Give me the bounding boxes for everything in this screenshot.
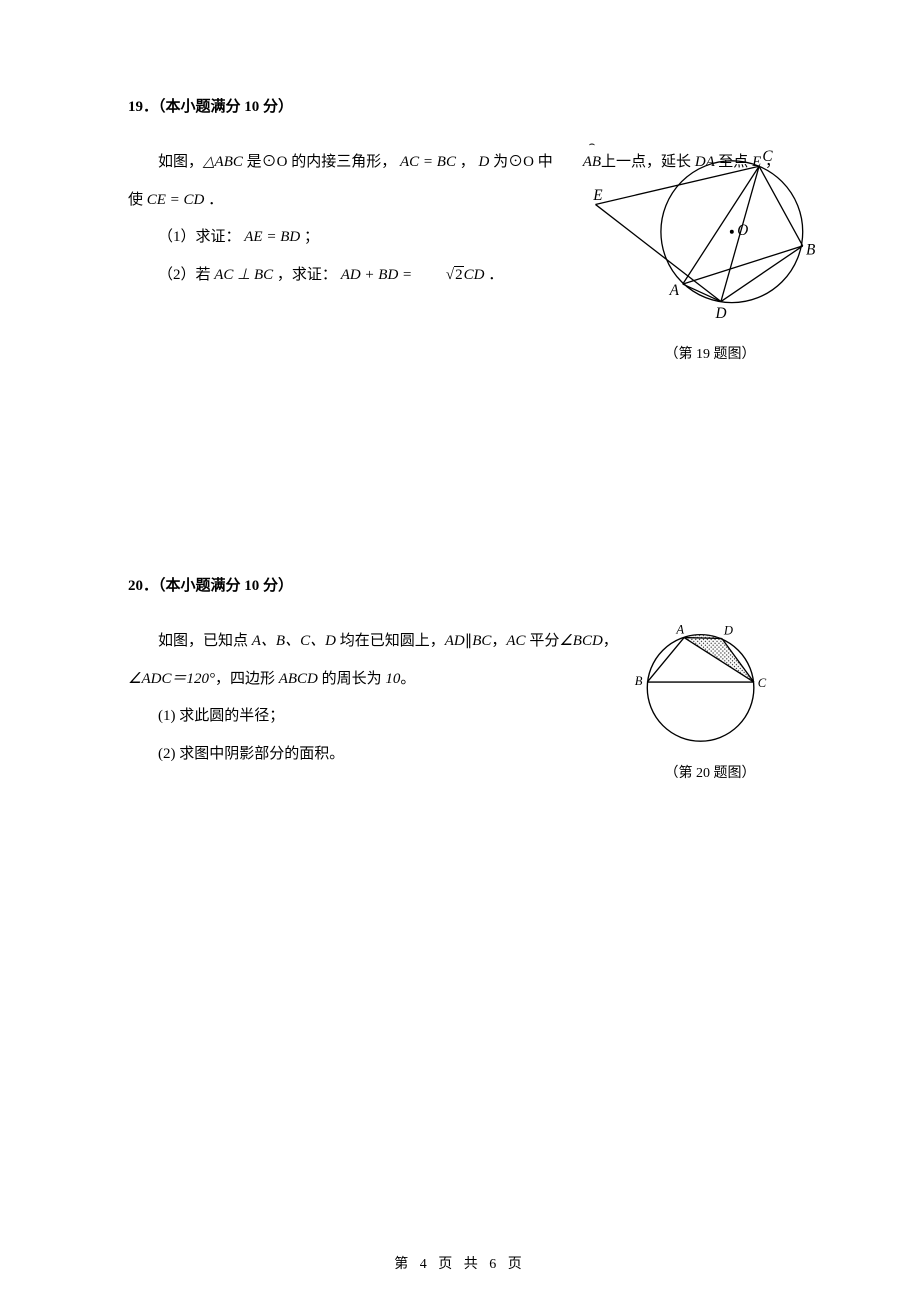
q19-eq-lhs: AD + BD = bbox=[337, 267, 416, 283]
q19-l1-m3: ， bbox=[460, 154, 475, 170]
q19-l1-pre: 如图， bbox=[158, 154, 203, 170]
q19-eq-rhs: CD bbox=[464, 267, 489, 283]
q20-l1-m1: 均在已知圆上， bbox=[336, 633, 445, 649]
svg-text:E: E bbox=[592, 187, 603, 204]
q19-s1-post: ； bbox=[304, 229, 319, 245]
q20-l1-m4: ， bbox=[603, 633, 618, 649]
svg-text:B: B bbox=[806, 242, 815, 259]
q19-l2-pre: 使 bbox=[128, 192, 143, 208]
q19-sqrt: 2 bbox=[416, 257, 464, 295]
q19-l1-m2: 的内接三角形， bbox=[288, 154, 397, 170]
q19-eq-acbc2: AC ⊥ BC bbox=[211, 267, 277, 283]
problem-19-header: 19．（本小题满分 10 分） bbox=[128, 95, 805, 116]
q20-ac: AC bbox=[506, 633, 529, 649]
figure-19-caption: （第 19 题图） bbox=[590, 343, 830, 363]
q19-l1-m4: 为 bbox=[493, 154, 508, 170]
q20-val10: 10 bbox=[385, 671, 400, 687]
page-footer: 第 4 页 共 6 页 bbox=[0, 1253, 920, 1273]
q19-eq-cecd: CE = CD bbox=[143, 192, 208, 208]
figure-20-svg: A D B C bbox=[625, 623, 780, 749]
q19-s2-mid: ，求证： bbox=[277, 267, 337, 283]
q20-ang-bcd: ∠BCD bbox=[559, 633, 602, 649]
q19-s2-post: ． bbox=[488, 267, 503, 283]
q19-l1-m1: 是 bbox=[243, 154, 262, 170]
problem-20-body: 如图，已知点 A、B、C、D 均在已知圆上，AD∥BC，AC 平分∠BCD， ∠… bbox=[128, 623, 805, 773]
q19-circle-o2: ⊙O bbox=[508, 154, 534, 170]
q19-s2-pre: （2）若 bbox=[158, 267, 211, 283]
problem-19-body: 如图，△ABC 是⊙O 的内接三角形， AC = BC ， D 为⊙O 中 AB… bbox=[128, 144, 805, 294]
figure-19-svg: C E A B D O bbox=[590, 139, 830, 330]
figure-20-caption: （第 20 题图） bbox=[625, 762, 795, 782]
q20-l2-end: 。 bbox=[400, 671, 415, 687]
q19-eq-acbc: AC = BC bbox=[396, 154, 459, 170]
q19-s1-pre: （1）求证： bbox=[158, 229, 241, 245]
figure-19: C E A B D O （第 19 题图） bbox=[590, 139, 830, 363]
q20-l1-m2: ， bbox=[491, 633, 506, 649]
q20-ang-adc: ∠ADC＝120° bbox=[128, 671, 215, 687]
svg-text:B: B bbox=[635, 674, 643, 688]
q20-ad: AD bbox=[445, 633, 465, 649]
problem-19: 19．（本小题满分 10 分） 如图，△ABC 是⊙O 的内接三角形， AC =… bbox=[128, 95, 805, 294]
q20-l2-post: 的周长为 bbox=[322, 671, 386, 687]
q20-pts: A、B、C、D bbox=[252, 633, 336, 649]
problem-20: 20．（本小题满分 10 分） 如图，已知点 A、B、C、D 均在已知圆上，AD… bbox=[128, 574, 805, 773]
q19-circle-o: ⊙O bbox=[262, 154, 288, 170]
q20-l2-mid: ，四边形 bbox=[215, 671, 279, 687]
q19-eq-aebd: AE = BD bbox=[241, 229, 304, 245]
figure-20: A D B C （第 20 题图） bbox=[625, 623, 795, 782]
problem-20-header: 20．（本小题满分 10 分） bbox=[128, 574, 805, 595]
svg-text:D: D bbox=[723, 624, 733, 638]
q20-bc: BC bbox=[472, 633, 491, 649]
q19-l2-post: ． bbox=[208, 192, 223, 208]
q20-abcd: ABCD bbox=[279, 671, 322, 687]
svg-text:C: C bbox=[758, 676, 767, 690]
svg-text:A: A bbox=[669, 282, 680, 299]
q19-sqrt-v: 2 bbox=[454, 266, 464, 283]
svg-text:D: D bbox=[714, 305, 726, 322]
q19-l1-m5: 中 bbox=[534, 154, 553, 170]
q20-l1-m3: 平分 bbox=[529, 633, 559, 649]
svg-text:A: A bbox=[675, 623, 684, 637]
q20-l1-pre: 如图，已知点 bbox=[158, 633, 252, 649]
q19-d: D bbox=[475, 154, 493, 170]
svg-text:C: C bbox=[762, 148, 773, 165]
q19-triangle: △ABC bbox=[203, 154, 243, 170]
svg-text:O: O bbox=[737, 222, 748, 239]
